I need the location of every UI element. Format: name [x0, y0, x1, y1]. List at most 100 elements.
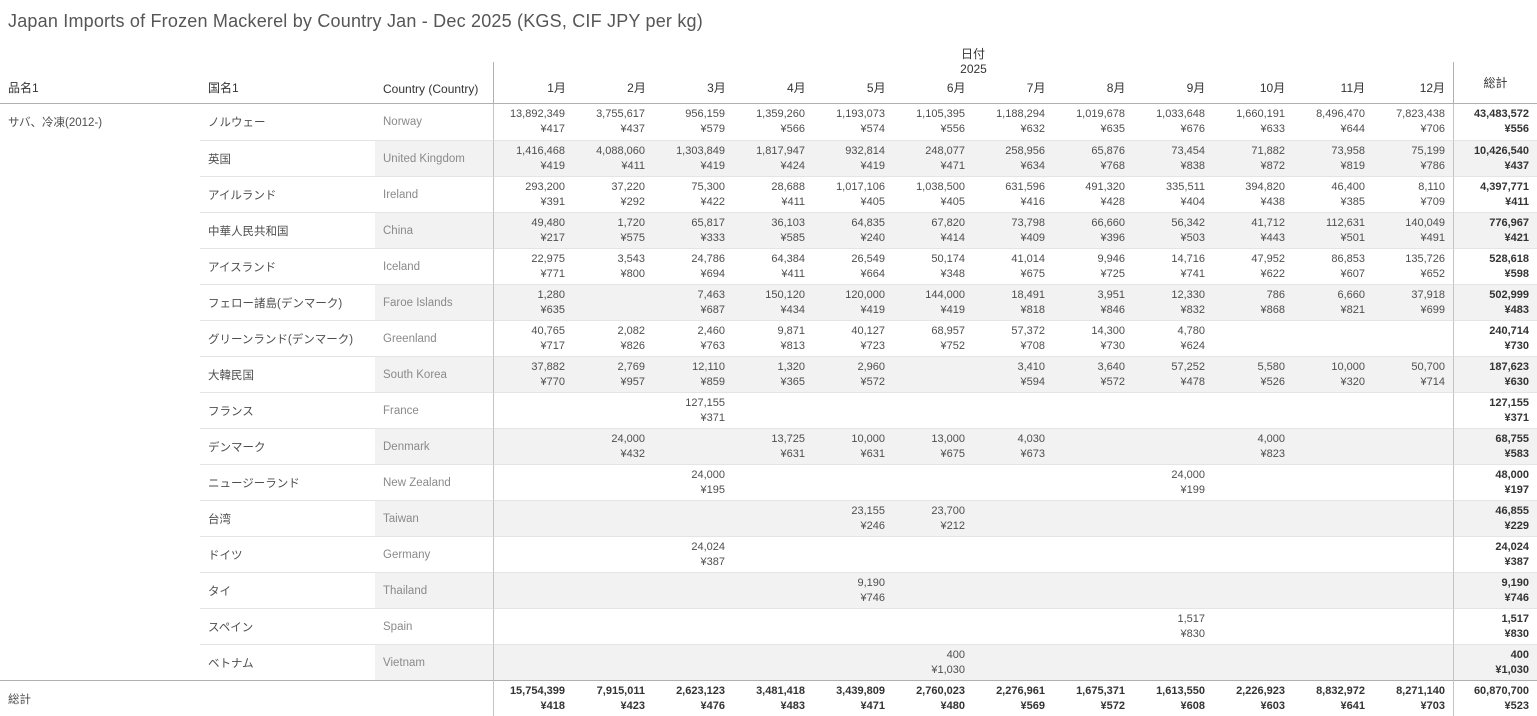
data-cell[interactable]: 56,342 ¥503: [1133, 212, 1213, 248]
row-total-cell[interactable]: 46,855 ¥229: [1453, 500, 1537, 536]
country-jp-cell[interactable]: アイルランド: [200, 176, 375, 212]
data-cell[interactable]: 3,481,418 ¥483: [733, 680, 813, 716]
data-cell[interactable]: 3,439,809 ¥471: [813, 680, 893, 716]
data-cell[interactable]: 786 ¥868: [1213, 284, 1293, 320]
country-en-cell[interactable]: New Zealand: [375, 464, 493, 500]
country-en-cell[interactable]: Denmark: [375, 428, 493, 464]
data-cell[interactable]: 8,496,470 ¥644: [1316, 108, 1365, 135]
data-cell[interactable]: 2,623,123 ¥476: [653, 680, 733, 716]
data-cell[interactable]: 1,193,073 ¥574: [836, 108, 885, 135]
data-cell[interactable]: 14,716 ¥741: [1133, 248, 1213, 284]
data-cell[interactable]: 73,798 ¥409: [973, 212, 1053, 248]
data-cell[interactable]: 75,300 ¥422: [653, 176, 733, 212]
data-cell[interactable]: [1373, 572, 1453, 608]
data-cell[interactable]: [1373, 608, 1453, 644]
data-cell[interactable]: [1213, 536, 1293, 572]
data-cell[interactable]: [493, 500, 573, 536]
data-cell[interactable]: [573, 536, 653, 572]
data-cell[interactable]: 67,820 ¥414: [893, 212, 973, 248]
data-cell[interactable]: [1133, 536, 1213, 572]
data-cell[interactable]: 57,252 ¥478: [1133, 356, 1213, 392]
month-header[interactable]: 9月: [1186, 81, 1206, 95]
data-cell[interactable]: [1053, 572, 1133, 608]
data-cell[interactable]: 40,127 ¥723: [813, 320, 893, 356]
product-cell[interactable]: [0, 356, 200, 392]
data-cell[interactable]: 36,103 ¥585: [733, 212, 813, 248]
country-jp-cell[interactable]: [200, 680, 375, 716]
product-cell[interactable]: [0, 536, 200, 572]
total-column-header[interactable]: 総計: [1453, 62, 1537, 103]
data-cell[interactable]: 47,952 ¥622: [1213, 248, 1293, 284]
country-jp-cell[interactable]: ドイツ: [200, 536, 375, 572]
country-jp-cell[interactable]: アイスランド: [200, 248, 375, 284]
data-cell[interactable]: [1133, 428, 1213, 464]
country-en-cell[interactable]: Ireland: [375, 176, 493, 212]
product-cell[interactable]: [0, 644, 200, 680]
data-cell[interactable]: 46,400 ¥385: [1293, 176, 1373, 212]
country-jp-cell[interactable]: タイ: [200, 572, 375, 608]
country-en-cell[interactable]: Greenland: [375, 320, 493, 356]
data-cell[interactable]: [493, 644, 573, 680]
data-cell[interactable]: [893, 464, 973, 500]
data-cell[interactable]: 2,226,923 ¥603: [1213, 680, 1293, 716]
data-cell[interactable]: [1053, 428, 1133, 464]
data-cell[interactable]: [1053, 392, 1133, 428]
data-cell[interactable]: [893, 392, 973, 428]
data-cell[interactable]: [973, 392, 1053, 428]
country-en-cell[interactable]: Thailand: [375, 572, 493, 608]
data-cell[interactable]: 2,082 ¥826: [573, 320, 653, 356]
data-cell[interactable]: [973, 644, 1053, 680]
data-cell[interactable]: [573, 284, 653, 320]
country-en-cell[interactable]: Vietnam: [375, 644, 493, 680]
data-cell[interactable]: [1213, 572, 1293, 608]
data-cell[interactable]: [1373, 644, 1453, 680]
data-cell[interactable]: [1293, 608, 1373, 644]
data-cell[interactable]: 2,960 ¥572: [813, 356, 893, 392]
data-cell[interactable]: 491,320 ¥428: [1053, 176, 1133, 212]
data-cell[interactable]: 3,410 ¥594: [973, 356, 1053, 392]
year-header[interactable]: 2025: [960, 62, 987, 76]
data-cell[interactable]: 10,000 ¥631: [813, 428, 893, 464]
country-en-cell[interactable]: Faroe Islands: [375, 284, 493, 320]
data-cell[interactable]: 12,110 ¥859: [653, 356, 733, 392]
data-cell[interactable]: 18,491 ¥818: [973, 284, 1053, 320]
grand-total-label[interactable]: 総計: [0, 680, 200, 716]
product-cell[interactable]: [0, 428, 200, 464]
data-cell[interactable]: [973, 572, 1053, 608]
country-jp-cell[interactable]: グリーンランド(デンマーク): [200, 320, 375, 356]
data-cell[interactable]: 4,000 ¥823: [1213, 428, 1293, 464]
data-cell[interactable]: 1,359,260 ¥566: [756, 108, 805, 135]
data-cell[interactable]: 4,030 ¥673: [973, 428, 1053, 464]
data-cell[interactable]: [973, 464, 1053, 500]
country-en-cell[interactable]: South Korea: [375, 356, 493, 392]
data-cell[interactable]: [1053, 536, 1133, 572]
data-cell[interactable]: 1,017,106 ¥405: [813, 176, 893, 212]
month-header[interactable]: 11月: [1340, 81, 1366, 95]
data-cell[interactable]: 248,077 ¥471: [893, 140, 973, 176]
data-cell[interactable]: 65,876 ¥768: [1053, 140, 1133, 176]
data-cell[interactable]: [1213, 392, 1293, 428]
data-cell[interactable]: 631,596 ¥416: [973, 176, 1053, 212]
product-cell[interactable]: [0, 248, 200, 284]
data-cell[interactable]: [493, 392, 573, 428]
data-cell[interactable]: [1213, 608, 1293, 644]
data-cell[interactable]: 3,755,617 ¥437: [596, 108, 645, 135]
month-header[interactable]: 1月: [547, 81, 566, 95]
data-cell[interactable]: [1053, 608, 1133, 644]
data-cell[interactable]: [1293, 572, 1373, 608]
product-cell[interactable]: [0, 608, 200, 644]
data-cell[interactable]: [493, 608, 573, 644]
row-total-cell[interactable]: 400 ¥1,030: [1453, 644, 1537, 680]
data-cell[interactable]: 120,000 ¥419: [813, 284, 893, 320]
data-cell[interactable]: 1,280 ¥635: [493, 284, 573, 320]
data-cell[interactable]: 1,320 ¥365: [733, 356, 813, 392]
data-cell[interactable]: 40,765 ¥717: [493, 320, 573, 356]
month-header[interactable]: 2月: [627, 81, 646, 95]
data-cell[interactable]: [733, 644, 813, 680]
data-cell[interactable]: [1373, 536, 1453, 572]
data-cell[interactable]: 57,372 ¥708: [973, 320, 1053, 356]
product-cell[interactable]: [0, 464, 200, 500]
data-cell[interactable]: 2,769 ¥957: [573, 356, 653, 392]
data-cell[interactable]: [733, 500, 813, 536]
data-cell[interactable]: [813, 392, 893, 428]
